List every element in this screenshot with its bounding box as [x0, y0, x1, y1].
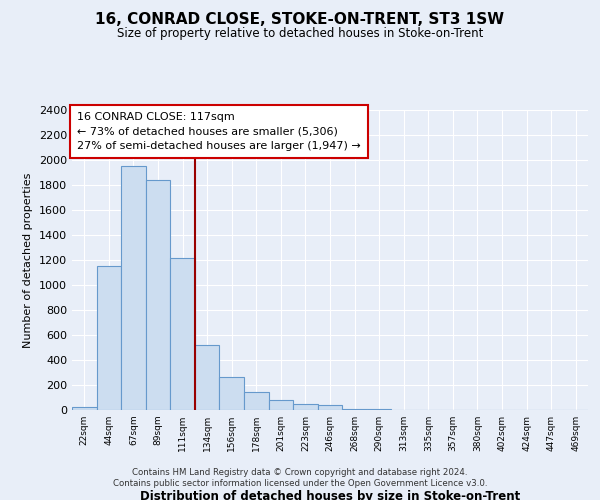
Bar	[121, 166, 146, 410]
Bar	[170, 258, 195, 410]
Bar	[293, 404, 318, 410]
Text: Contains HM Land Registry data © Crown copyright and database right 2024.
Contai: Contains HM Land Registry data © Crown c…	[113, 468, 487, 487]
Bar	[367, 409, 391, 410]
Bar	[342, 409, 367, 410]
X-axis label: Distribution of detached houses by size in Stoke-on-Trent: Distribution of detached houses by size …	[140, 490, 520, 500]
Y-axis label: Number of detached properties: Number of detached properties	[23, 172, 34, 348]
Bar	[97, 266, 121, 410]
Text: Size of property relative to detached houses in Stoke-on-Trent: Size of property relative to detached ho…	[117, 28, 483, 40]
Bar	[220, 377, 244, 410]
Bar	[269, 400, 293, 410]
Bar	[146, 180, 170, 410]
Text: 16, CONRAD CLOSE, STOKE-ON-TRENT, ST3 1SW: 16, CONRAD CLOSE, STOKE-ON-TRENT, ST3 1S…	[95, 12, 505, 28]
Bar	[195, 345, 220, 410]
Bar	[244, 392, 269, 410]
Text: 16 CONRAD CLOSE: 117sqm
← 73% of detached houses are smaller (5,306)
27% of semi: 16 CONRAD CLOSE: 117sqm ← 73% of detache…	[77, 112, 361, 151]
Bar	[72, 407, 97, 410]
Bar	[318, 405, 342, 410]
